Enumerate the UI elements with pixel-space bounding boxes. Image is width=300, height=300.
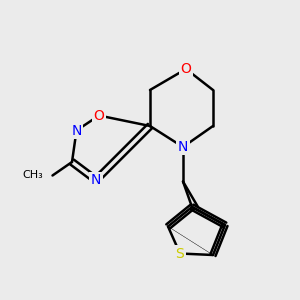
Text: O: O	[181, 62, 191, 76]
Text: N: N	[71, 124, 82, 137]
Text: N: N	[178, 140, 188, 154]
Text: CH₃: CH₃	[23, 170, 44, 181]
Text: S: S	[176, 247, 184, 260]
Text: O: O	[94, 109, 104, 122]
Text: N: N	[91, 173, 101, 187]
